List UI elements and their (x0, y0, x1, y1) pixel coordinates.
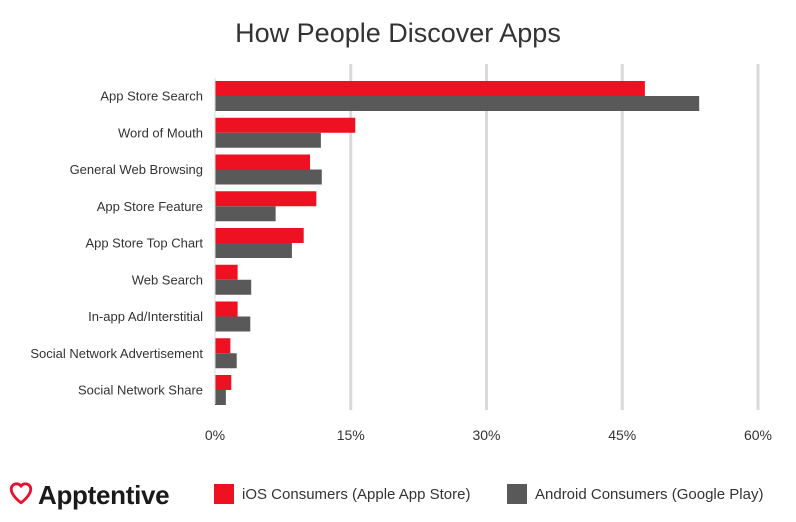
x-tick-label: 0% (205, 427, 225, 443)
legend-label-ios: iOS Consumers (Apple App Store) (242, 485, 471, 503)
bar-ios (215, 338, 231, 354)
category-label: Social Network Share (78, 383, 203, 398)
category-label: App Store Top Chart (85, 236, 203, 251)
bar-android (215, 353, 237, 369)
legend-item-ios: iOS Consumers (Apple App Store) (214, 484, 470, 504)
category-label: Word of Mouth (118, 125, 203, 140)
bar-ios (215, 375, 232, 390)
bar-android (215, 390, 226, 405)
category-label: Social Network Advertisement (30, 346, 203, 361)
brand-logo: Apptentive (8, 479, 170, 511)
bar-android (215, 132, 321, 148)
category-label: Web Search (132, 272, 203, 287)
bar-android (215, 316, 251, 332)
category-label: In-app Ad/Interstitial (88, 309, 203, 324)
legend-item-android: Android Consumers (Google Play) (507, 484, 763, 504)
bar-chart: 0% 15% 30% 45% 60% App Store Search Word of Mo… (30, 64, 772, 443)
bar-ios (215, 191, 317, 207)
bar-android (215, 206, 276, 222)
bar-android (215, 279, 252, 295)
bar-ios (215, 301, 238, 317)
bar-android (215, 169, 322, 185)
category-label: App Store Search (100, 89, 203, 104)
x-tick-label: 30% (472, 427, 500, 443)
x-tick-label: 60% (744, 427, 772, 443)
legend-swatch-android (507, 484, 527, 504)
bar-android (215, 96, 700, 111)
legend-label-android: Android Consumers (Google Play) (535, 485, 764, 503)
footer: Apptentive iOS Consumers (Apple App Stor… (0, 470, 796, 522)
chart-title: How People Discover Apps (235, 18, 561, 48)
legend-swatch-ios (214, 484, 234, 504)
x-tick-label: 15% (337, 427, 365, 443)
category-label: App Store Feature (97, 199, 203, 214)
bar-ios (215, 81, 645, 96)
category-label: General Web Browsing (70, 162, 203, 177)
bar-ios (215, 228, 304, 243)
x-tick-label: 45% (608, 427, 636, 443)
brand-name: Apptentive (38, 479, 170, 510)
bar-ios (215, 264, 238, 280)
heart-icon (8, 480, 34, 511)
bar-ios (215, 117, 356, 133)
bar-ios (215, 154, 311, 170)
bar-android (215, 243, 292, 258)
